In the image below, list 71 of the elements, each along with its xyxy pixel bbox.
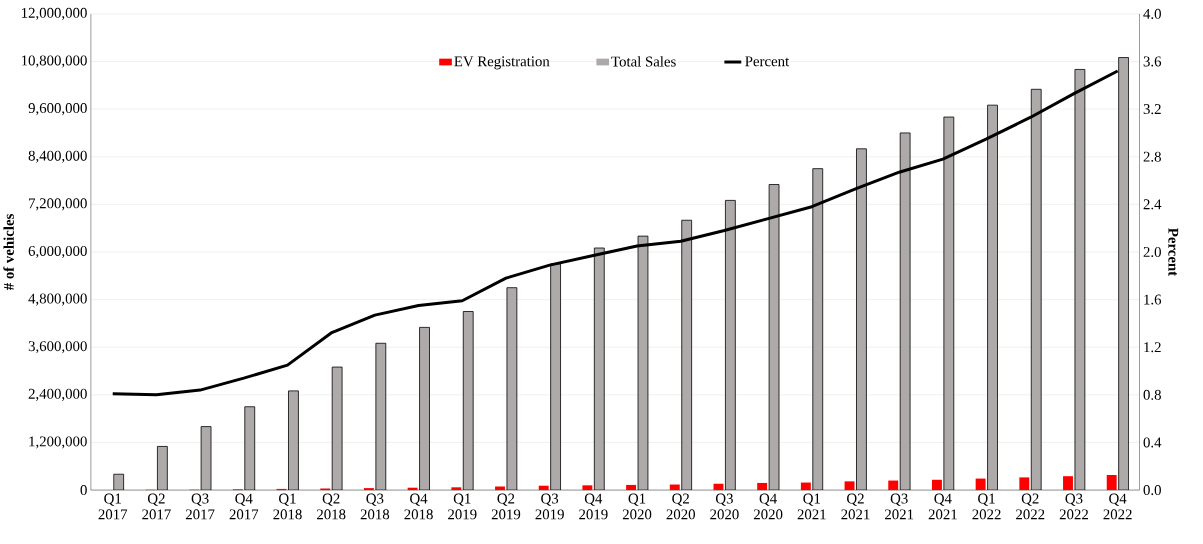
y-tick-label: 9,600,000 xyxy=(28,103,87,116)
y-tick-label: 1,200,000 xyxy=(29,436,87,449)
y-tick-label: 7,200,000 xyxy=(29,198,87,211)
x-tick-label: Q3 2019 xyxy=(535,493,564,520)
bar xyxy=(669,484,680,491)
x-tick-label: Q3 2018 xyxy=(360,493,390,520)
bar xyxy=(1030,89,1042,491)
legend-label: Total Sales xyxy=(611,56,676,67)
x-tick-label: Q2 2022 xyxy=(1016,493,1045,520)
x-tick-label: Q3 2017 xyxy=(185,493,215,520)
bar xyxy=(844,481,855,491)
y-axis-title: # of vehicles xyxy=(3,214,14,291)
y2-tick-label: 2.4 xyxy=(1143,199,1162,210)
bar xyxy=(1019,477,1030,491)
x-tick-label: Q1 2022 xyxy=(972,493,1001,520)
y2-tick-label: 1.6 xyxy=(1144,294,1162,305)
bar xyxy=(1106,475,1117,491)
x-tick-label: Q1 2019 xyxy=(448,493,477,520)
y-tick-label: 12,000,000 xyxy=(21,7,87,21)
y-tick-label: 6,000,000 xyxy=(28,246,87,259)
y2-tick-label: 3.6 xyxy=(1143,56,1162,67)
x-tick-label: Q4 2021 xyxy=(928,493,957,520)
bar xyxy=(975,478,986,491)
y-tick-label: 8,400,000 xyxy=(28,150,87,163)
x-tick-label: Q4 2019 xyxy=(579,493,608,520)
y-tick-label: 2,400,000 xyxy=(28,388,87,402)
y2-tick-label: 2.8 xyxy=(1143,151,1161,162)
x-tick-label: Q3 2021 xyxy=(885,493,914,520)
legend-label: EV Registration xyxy=(454,56,550,70)
bar xyxy=(757,483,768,491)
x-tick-label: Q2 2018 xyxy=(317,493,346,520)
x-tick-label: Q1 2018 xyxy=(273,493,302,520)
x-tick-label: Q2 2021 xyxy=(841,493,870,520)
x-tick-label: Q3 2022 xyxy=(1059,493,1088,520)
x-tick-label: Q4 2018 xyxy=(404,493,433,520)
y2-tick-label: 0.8 xyxy=(1143,389,1161,401)
x-tick-label: Q4 2020 xyxy=(753,493,783,520)
x-tick-label: Q2 2020 xyxy=(666,493,695,520)
bar xyxy=(888,480,899,491)
bar xyxy=(800,482,811,491)
x-tick-label: Q4 2022 xyxy=(1103,493,1132,520)
legend-label: Percent xyxy=(745,56,790,67)
y2-tick-label: 2.0 xyxy=(1143,247,1161,258)
y-tick-label: 10,800,000 xyxy=(21,55,87,68)
bar xyxy=(451,487,462,491)
y2-tick-label: 3.2 xyxy=(1143,104,1161,115)
y2-tick-label: 1.2 xyxy=(1144,342,1161,353)
y2-tick-label: 0.0 xyxy=(1143,485,1161,496)
y2-tick-label: 4.0 xyxy=(1143,9,1161,20)
bar xyxy=(626,485,637,491)
x-tick-label: Q4 2017 xyxy=(229,493,259,520)
y2-axis-title: Percent xyxy=(1168,228,1179,277)
y-tick-label: 3,600,000 xyxy=(28,341,87,354)
bar xyxy=(1063,476,1073,491)
bar xyxy=(462,311,474,491)
bar xyxy=(931,479,942,491)
y-tick-label: 0 xyxy=(80,485,87,496)
bar xyxy=(582,485,593,491)
x-tick-label: Q1 2020 xyxy=(622,493,652,520)
bar xyxy=(538,485,549,491)
bar xyxy=(856,148,867,491)
x-tick-label: Q2 2019 xyxy=(491,493,521,520)
y2-tick-label: 0.4 xyxy=(1143,437,1162,448)
bar xyxy=(1118,57,1129,491)
x-tick-label: Q1 2021 xyxy=(797,493,826,520)
bar xyxy=(550,263,561,491)
x-tick-label: Q1 2017 xyxy=(98,493,128,520)
bar xyxy=(419,327,430,491)
x-tick-label: Q2 2017 xyxy=(142,493,171,520)
x-tick-label: Q3 2020 xyxy=(710,493,739,520)
y-tick-label: 4,800,000 xyxy=(28,293,87,306)
